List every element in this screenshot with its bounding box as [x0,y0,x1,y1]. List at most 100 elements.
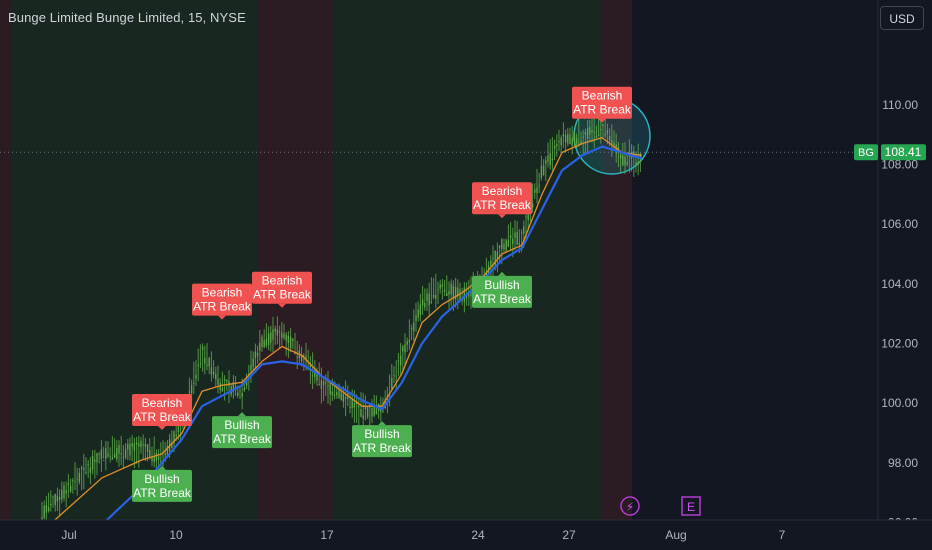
currency-button[interactable]: USD [880,6,924,30]
label-box [212,416,272,449]
candle-body [580,140,582,145]
candle-body [503,244,505,250]
candle-body [626,161,628,165]
label-box [472,275,532,308]
candle-body [113,453,116,458]
candle-body [285,334,287,341]
label-line2: ATR Break [193,300,252,314]
candle-body [571,137,573,146]
candle-body [622,155,624,166]
candle-body [569,134,571,145]
candle-body [221,388,224,392]
time-tick: 24 [471,528,485,542]
label-pointer [278,303,286,308]
candle-body [116,447,118,460]
candle-body [314,370,316,377]
candle-body [142,444,144,446]
candle-body [58,496,61,501]
candle-body [309,363,312,367]
candle-body [232,382,235,392]
lightning-icon: ⚡ [626,500,634,514]
candle-body [564,135,567,143]
candle-body [505,240,507,251]
candle-body [619,154,622,159]
candle-body [122,456,125,458]
chart-title: Bunge Limited Bunge Limited, 15, NYSE [8,10,246,25]
candle-body [193,383,195,385]
label-line2: ATR Break [573,103,632,117]
price-tick: 104.00 [881,277,918,291]
candle-body [226,379,228,382]
candle-body [296,356,298,358]
candle-body [637,161,639,165]
label-box [472,182,532,215]
candle-body [635,162,637,165]
time-tick: 17 [320,528,334,542]
candle-body [534,189,536,193]
candle-body [492,257,494,259]
candle-body [52,495,54,497]
last-price-tag [881,144,926,161]
candle-body [276,329,279,336]
candle-body [311,375,314,377]
candle-body [100,449,103,459]
candle-body [166,445,169,456]
candle-body [459,289,461,301]
candle-body [435,295,437,299]
price-tick: 98.00 [888,456,918,470]
candle-body [496,251,499,261]
candle-body [362,415,364,419]
label-box [252,271,312,304]
ema-slow-line [81,145,643,545]
candle-body [263,340,265,348]
candle-body [604,133,606,136]
candle-body [406,341,408,345]
candle-body [516,231,518,246]
candle-body [538,185,540,187]
time-tick: Jul [61,528,76,542]
candle-body [124,448,127,458]
candle-body [111,457,114,460]
candle-body [556,144,558,146]
candle-body [342,393,345,402]
candle-body [265,338,268,346]
candle-body [94,459,96,462]
candle-body [514,232,516,239]
candle-body [536,187,538,194]
candle-body [331,391,334,396]
candle-body [589,126,591,135]
time-tick: 27 [562,528,576,542]
candle-body [69,485,72,492]
candle-body [437,289,439,291]
candle-body [408,339,411,342]
candle-body [325,382,327,384]
candle-body [551,158,554,161]
label-line1: Bearish [202,286,243,300]
candle-body [639,152,642,160]
label-line2: ATR Break [133,486,192,500]
candle-body [573,133,576,143]
label-box [192,283,252,316]
candle-body [518,243,521,245]
candle-body [509,235,512,238]
candle-body [353,402,356,408]
candle-body [43,505,45,518]
candle-body [171,442,173,448]
candle-body [188,391,191,393]
candle-body [162,462,164,465]
label-line2: ATR Break [213,432,272,446]
candle-body [294,351,296,355]
candle-body [173,431,175,444]
candle-body [138,443,140,447]
label-line1: Bullish [364,427,399,441]
candle-body [41,517,43,520]
candle-body [531,203,534,208]
candle-body [56,495,59,502]
candle-body [424,303,426,308]
candle-body [208,357,210,367]
candle-body [600,128,602,130]
candle-body [560,137,562,146]
